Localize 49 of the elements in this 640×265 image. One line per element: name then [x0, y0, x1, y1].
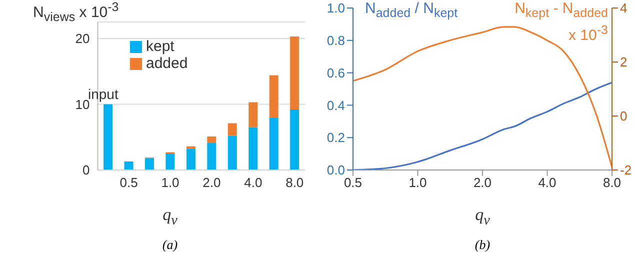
y-tick-label: 0.6 — [326, 65, 345, 80]
bar — [166, 154, 175, 170]
x-tick-label: 1.0 — [161, 175, 180, 190]
x-tick-label: 4.0 — [244, 175, 262, 190]
bar — [186, 146, 196, 149]
x-tick-label: 8.0 — [286, 175, 304, 190]
x-tick-label: 1.0 — [408, 175, 427, 190]
bar — [207, 143, 216, 170]
x-tick-label: 2.0 — [202, 175, 221, 190]
x-tick-label: 8.0 — [602, 175, 622, 190]
x-tick-label: 4.0 — [538, 175, 556, 190]
y-axis-title: N$_{added}$ / N$_{kept}$ — [365, 0, 458, 20]
bar — [248, 102, 258, 128]
y-tick-label: 0.0 — [326, 162, 345, 178]
text: (b) — [474, 237, 492, 253]
y-axis-title: N$_{views}$ x 10$^{-3}$ — [33, 0, 119, 24]
y-tick-label: 1.0 — [326, 0, 345, 16]
y-tick-label: 10 — [75, 96, 90, 112]
bar — [269, 75, 278, 118]
legend-label: added — [146, 55, 188, 72]
bar — [124, 161, 134, 170]
bar — [269, 118, 278, 170]
annotation: input — [88, 86, 118, 102]
bar — [186, 148, 196, 170]
x-tick-label: 2.0 — [473, 175, 492, 190]
bar — [207, 136, 216, 144]
bar — [144, 158, 154, 170]
y2-tick-label: 4 — [620, 0, 628, 16]
y2-tick-label: 2 — [620, 54, 628, 70]
bar — [290, 36, 300, 110]
x-axis-title: q$_{v}$ — [474, 205, 491, 230]
y2-tick-label: -2 — [620, 162, 632, 178]
bar — [228, 136, 237, 170]
x-axis-title: q$_{v}$ — [162, 205, 178, 230]
bar — [290, 109, 300, 170]
y-tick-label: 0.8 — [326, 33, 345, 48]
y-tick-label: 0 — [82, 162, 90, 178]
bar — [248, 127, 258, 170]
y2-tick-label: 0 — [620, 108, 628, 124]
text: (a) — [161, 237, 179, 253]
y-tick-label: 20 — [75, 31, 90, 46]
y-tick-label: 0.4 — [326, 98, 345, 113]
x-tick-label: 0.5 — [120, 175, 138, 190]
bar — [104, 104, 113, 170]
bar — [228, 123, 237, 136]
x-tick-label: 0.5 — [344, 175, 362, 190]
legend-label: kept — [146, 38, 174, 55]
y2-axis-title: N$_{kept}$ - N$_{added}$ x 10$^{-3}$ — [514, 0, 608, 44]
y-tick-label: 0.2 — [326, 130, 345, 146]
